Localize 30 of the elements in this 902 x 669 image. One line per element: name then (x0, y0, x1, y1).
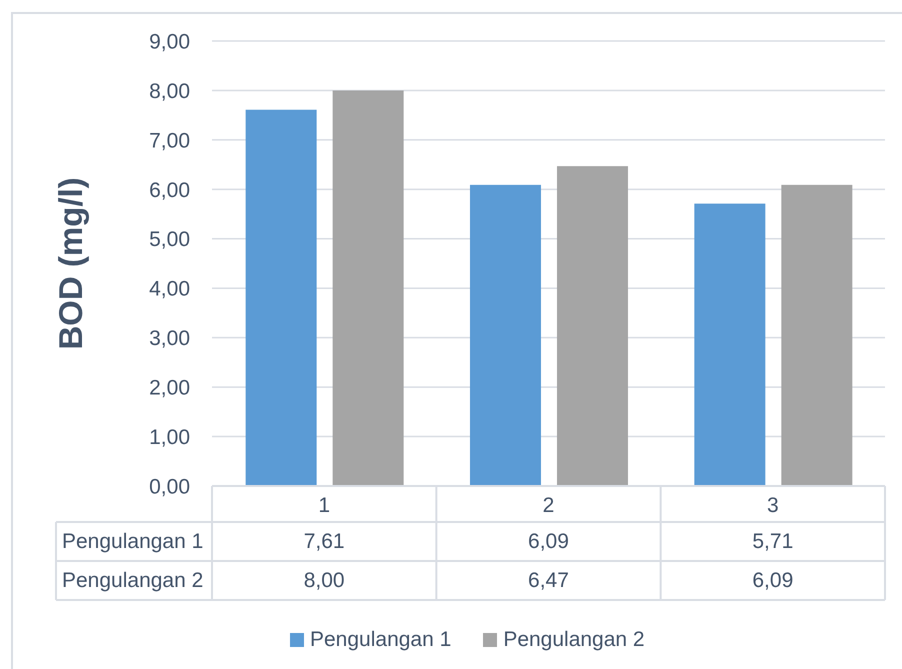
data-label: 6,09 (528, 530, 569, 554)
y-tick-label: 8,00 (149, 80, 190, 103)
text: Pengulangan 1 (62, 530, 204, 552)
bar (694, 204, 766, 486)
data-label: 5,71 (752, 530, 794, 554)
y-tick-label: 1,00 (149, 426, 190, 450)
y-tick-label: 2,00 (149, 376, 190, 400)
y-tick-label: 9,00 (149, 30, 190, 54)
y-tick-label: 3,00 (149, 327, 190, 350)
bar (246, 110, 317, 486)
bar (470, 184, 541, 486)
bar (332, 90, 404, 486)
data-label: 7,61 (304, 530, 345, 554)
bar (781, 184, 852, 486)
data-label: 6,09 (752, 568, 794, 592)
y-tick-label: 6,00 (149, 178, 190, 202)
y-axis-title: BOD (mg/l) (52, 177, 88, 350)
y-tick-label: 0,00 (149, 475, 190, 498)
y-tick-label: 7,00 (149, 129, 190, 152)
data-label: 6,47 (528, 568, 569, 592)
bar (556, 166, 628, 486)
y-tick-label: 5,00 (149, 228, 190, 252)
text: Pengulangan 2 (62, 568, 204, 592)
x-tick-label: 1 (318, 494, 330, 517)
legend-label: Pengulangan 2 (503, 628, 645, 652)
legend-label: Pengulangan 1 (310, 628, 452, 652)
x-tick-label: 2 (542, 494, 554, 517)
y-tick-label: 4,00 (149, 278, 190, 301)
x-tick-label: 3 (766, 494, 779, 517)
data-label: 8,00 (304, 568, 345, 592)
